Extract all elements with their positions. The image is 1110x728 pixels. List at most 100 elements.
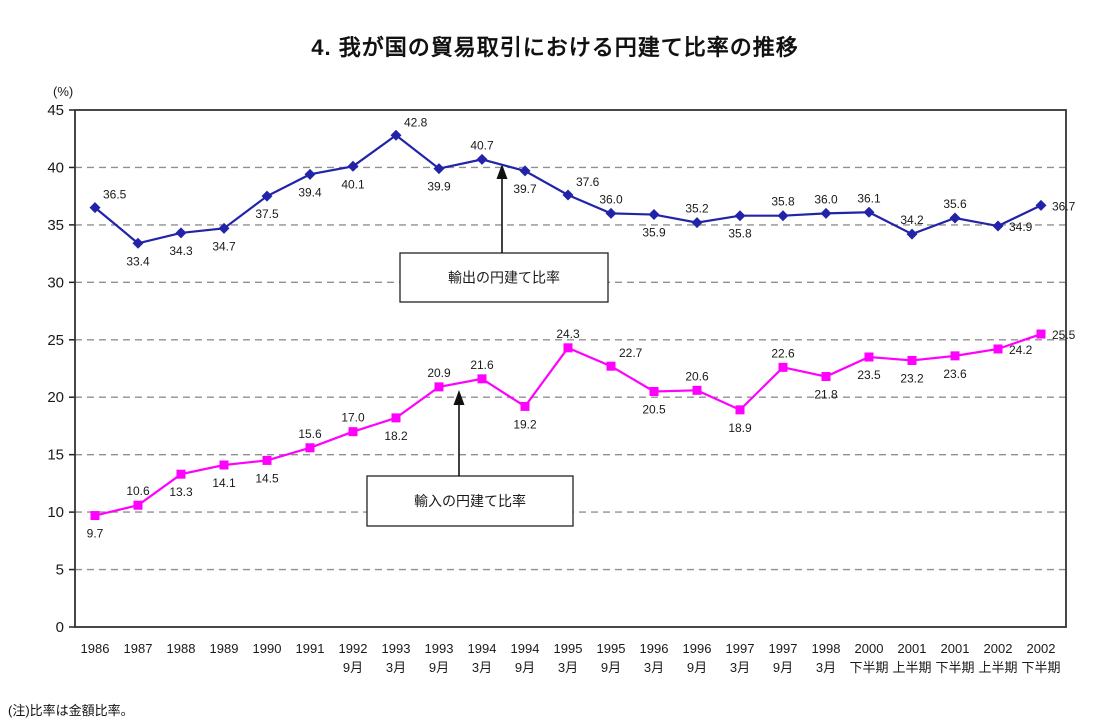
data-label-0-2: 34.3 (169, 244, 193, 258)
y-tick-label-35: 35 (47, 217, 64, 234)
data-point-1-4 (262, 455, 272, 465)
data-point-0-20 (949, 212, 961, 224)
data-point-1-18 (864, 352, 874, 362)
data-point-0-19 (906, 228, 918, 240)
data-label-0-5: 39.4 (298, 185, 322, 199)
data-label-1-15: 18.9 (728, 421, 752, 435)
data-label-0-10: 39.7 (513, 182, 537, 196)
callout-box-0 (399, 252, 609, 303)
data-point-0-15 (734, 210, 746, 222)
data-label-0-18: 36.1 (857, 191, 881, 205)
data-point-0-1 (132, 237, 144, 249)
data-point-1-10 (520, 401, 530, 411)
data-point-0-12 (605, 207, 617, 219)
data-point-0-11 (562, 189, 574, 201)
data-label-1-8: 20.9 (427, 366, 451, 380)
x-tick-sub-12: 9月 (601, 660, 621, 675)
data-label-1-2: 13.3 (169, 485, 193, 499)
x-tick-sub-11: 3月 (558, 660, 578, 675)
data-point-0-21 (992, 220, 1004, 232)
y-axis-unit-label: (%) (53, 84, 73, 99)
x-tick-year-3: 1989 (210, 641, 239, 656)
data-label-1-9: 21.6 (470, 358, 494, 372)
data-point-0-22 (1035, 199, 1047, 211)
data-label-0-9: 40.7 (470, 138, 494, 152)
series-line-0 (94, 133, 1042, 245)
data-point-1-17 (821, 372, 831, 382)
data-label-1-16: 22.6 (771, 346, 795, 360)
x-tick-year-12: 1995 (597, 641, 626, 656)
x-tick-year-6: 1992 (339, 641, 368, 656)
data-point-1-12 (606, 361, 616, 371)
data-point-1-8 (434, 382, 444, 392)
data-label-1-11: 24.3 (556, 327, 580, 341)
data-label-0-19: 34.2 (900, 213, 924, 227)
data-label-0-14: 35.2 (685, 202, 709, 216)
data-point-0-18 (863, 206, 875, 218)
data-point-0-10 (519, 165, 531, 177)
x-tick-year-16: 1997 (769, 641, 798, 656)
y-tick-label-30: 30 (47, 274, 64, 291)
data-label-0-13: 35.9 (642, 226, 666, 240)
y-tick-label-0: 0 (56, 619, 64, 636)
data-label-1-18: 23.5 (857, 368, 881, 382)
x-tick-year-4: 1990 (253, 641, 282, 656)
data-point-1-16 (778, 362, 788, 372)
x-tick-sub-10: 9月 (515, 660, 535, 675)
data-point-1-5 (305, 443, 315, 453)
chart-note: (注)比率は金額比率。 (8, 703, 134, 718)
data-point-1-21 (993, 344, 1003, 354)
x-tick-year-21: 2002 (984, 641, 1013, 656)
x-tick-sub-17: 3月 (816, 660, 836, 675)
data-point-0-13 (648, 209, 660, 221)
data-label-0-3: 34.7 (212, 239, 236, 253)
x-tick-sub-19: 上半期 (892, 660, 931, 675)
data-label-1-4: 14.5 (255, 471, 279, 485)
data-label-1-13: 20.5 (642, 402, 666, 416)
data-point-0-16 (777, 210, 789, 222)
data-label-1-6: 17.0 (341, 411, 365, 425)
data-point-0-2 (175, 227, 187, 239)
data-point-1-0 (90, 511, 100, 521)
data-point-1-22 (1036, 329, 1046, 339)
x-tick-sub-22: 下半期 (1021, 660, 1060, 675)
data-point-0-0 (89, 202, 101, 214)
data-label-0-4: 37.5 (255, 207, 279, 221)
callout-label-1: 輸入の円建て比率 (414, 493, 526, 509)
data-point-1-13 (649, 386, 659, 396)
data-label-1-19: 23.2 (900, 371, 924, 385)
data-label-0-8: 39.9 (427, 180, 451, 194)
plot-frame (74, 109, 1067, 628)
data-label-1-20: 23.6 (943, 367, 967, 381)
data-label-1-3: 14.1 (212, 476, 236, 490)
data-label-0-15: 35.8 (728, 227, 752, 241)
x-tick-year-8: 1993 (425, 641, 454, 656)
x-tick-year-9: 1994 (468, 641, 497, 656)
x-tick-sub-7: 3月 (386, 660, 406, 675)
data-label-0-20: 35.6 (943, 197, 967, 211)
y-tick-label-5: 5 (56, 562, 64, 579)
data-label-1-0: 9.7 (87, 527, 104, 541)
data-point-0-9 (476, 153, 488, 165)
data-point-1-20 (950, 351, 960, 361)
x-tick-sub-20: 下半期 (935, 660, 974, 675)
data-point-1-6 (348, 427, 358, 437)
x-tick-sub-18: 下半期 (849, 660, 888, 675)
data-label-1-14: 20.6 (685, 369, 709, 383)
data-point-1-2 (176, 469, 186, 479)
x-tick-sub-21: 上半期 (978, 660, 1017, 675)
data-point-1-9 (477, 374, 487, 384)
data-point-1-1 (133, 500, 143, 510)
data-label-0-11: 37.6 (576, 175, 600, 189)
data-label-1-7: 18.2 (384, 429, 408, 443)
y-tick-label-45: 45 (47, 102, 64, 119)
x-tick-year-1: 1987 (124, 641, 153, 656)
callout-arrow-head-1 (453, 390, 465, 405)
x-tick-year-10: 1994 (511, 641, 540, 656)
data-label-0-1: 33.4 (126, 254, 150, 268)
data-point-1-19 (907, 355, 917, 365)
y-tick-label-20: 20 (47, 389, 64, 406)
data-point-1-7 (391, 413, 401, 423)
